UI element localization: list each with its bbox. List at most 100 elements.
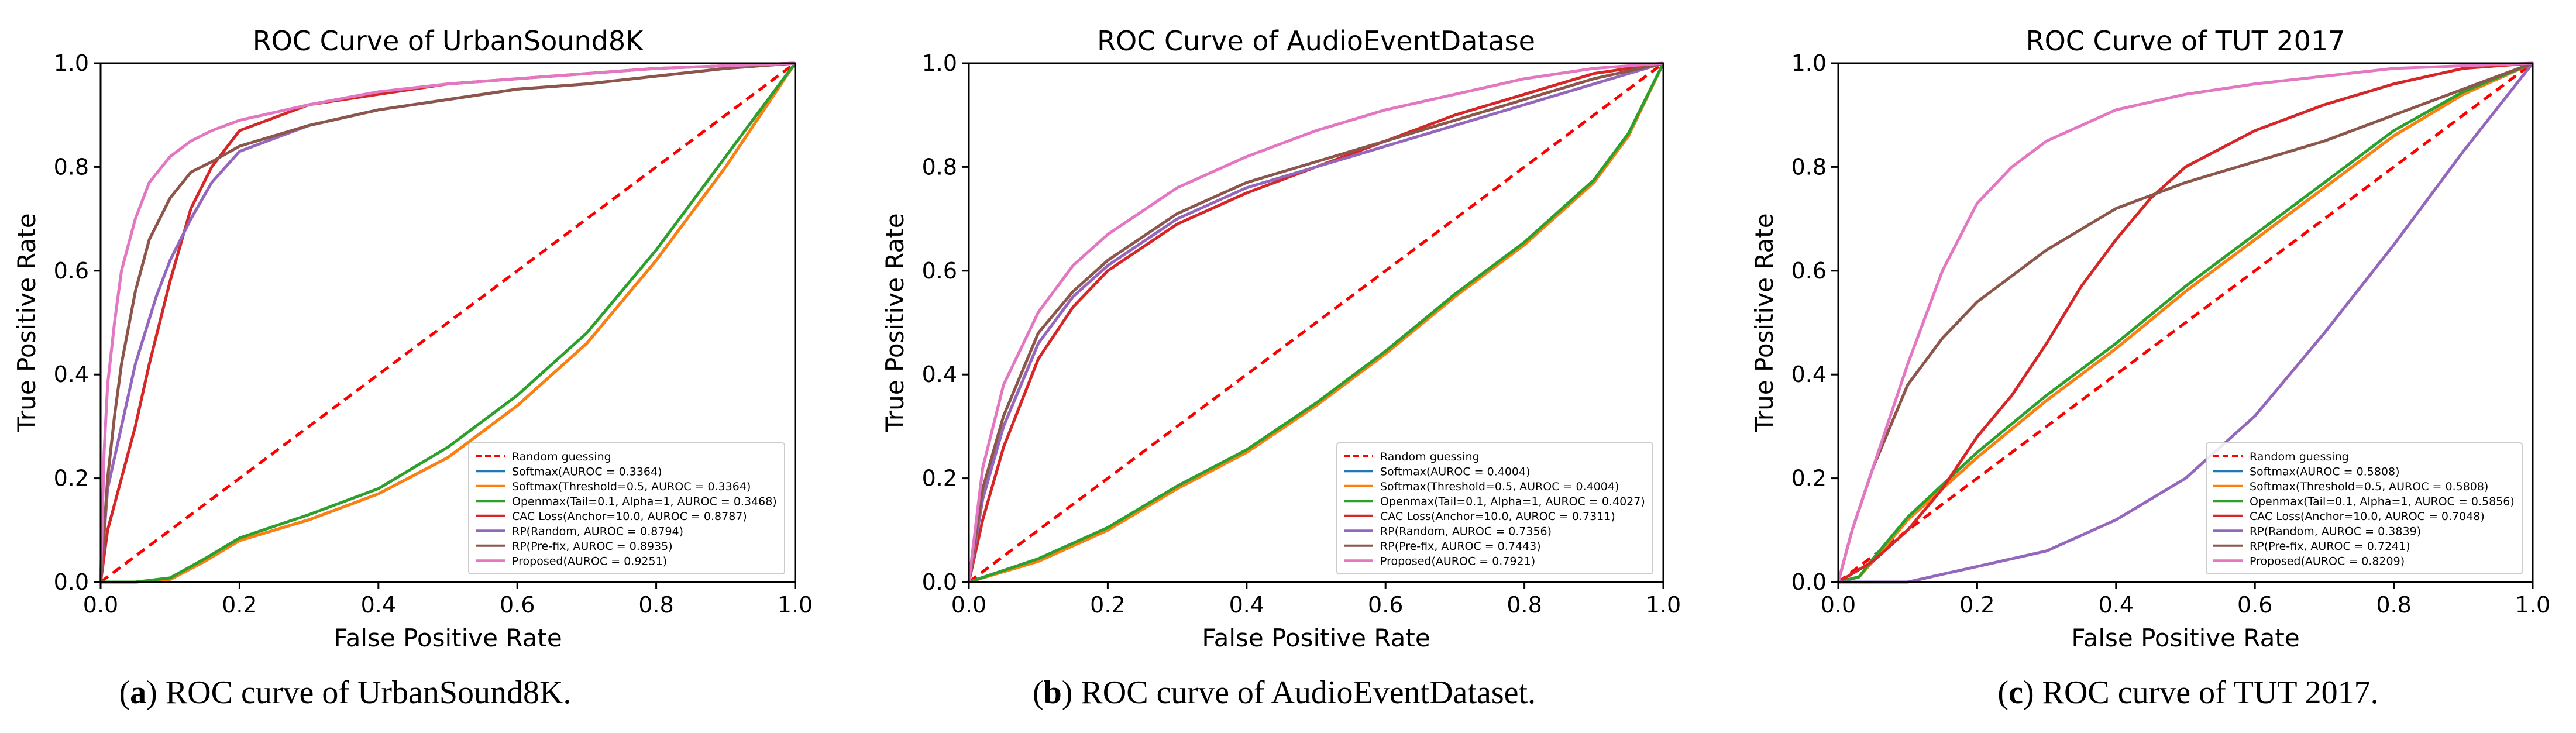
legend-label: Openmax(Tail=0.1, Alpha=1, AUROC = 0.402… [1380,495,1645,508]
x-tick-label: 0.2 [222,592,257,618]
y-tick-label: 1.0 [54,50,89,76]
legend-box [1336,442,1653,574]
x-tick-label: 1.0 [2515,592,2550,618]
chart-1: ROC Curve of AudioEventDatase 0.0 0.2 0.4 0.… [881,25,1681,652]
series-line-proposed [99,61,796,583]
x-tick-label: 0.6 [500,592,535,618]
series-line-openmax [1838,61,2533,584]
legend-box [2206,442,2523,574]
y-tick-label: 0.0 [54,569,89,595]
x-tick-label: 0.2 [1090,592,1125,618]
y-tick-label: 0.2 [1791,466,1827,491]
x-axis-label: False Positive Rate [1202,624,1430,652]
y-tick-label: 0.8 [54,154,89,180]
series-group [967,61,1665,584]
legend-label: CAC Loss(Anchor=10.0, AUROC = 0.7048) [2250,510,2485,523]
series-line-random-guessing [99,61,796,584]
y-tick-label: 0.2 [54,466,89,491]
x-tick-label: 0.2 [1959,592,1994,618]
legend-label: Random guessing [2250,450,2349,463]
series-line-cac-loss [1837,61,2533,584]
y-axis-label: True Positive Rate [12,213,41,432]
series-line-rp-random- [1838,62,2534,584]
series-line-rp-pre-fix- [967,61,1664,583]
y-tick-label: 0.2 [922,466,957,491]
y-tick-label: 0.6 [54,258,89,284]
legend-label: Proposed(AUROC = 0.7921) [1380,555,1535,567]
series-group [99,61,797,584]
y-tick-label: 0.4 [1791,362,1827,387]
legend-label: CAC Loss(Anchor=10.0, AUROC = 0.8787) [512,510,747,523]
legend: Random guessing Softmax(AUROC = 0.4004) So… [1336,442,1653,574]
legend-label: Openmax(Tail=0.1, Alpha=1, AUROC = 0.346… [512,495,777,508]
legend: Random guessing Softmax(AUROC = 0.3364) So… [468,442,785,574]
series-line-random-guessing [968,61,1664,584]
y-tick-label: 0.4 [922,362,957,387]
y-tick-label: 0.0 [1791,569,1827,595]
legend-label: RP(Pre-fix, AUROC = 0.7241) [2250,540,2410,553]
y-tick-label: 0.6 [922,258,957,284]
legend-label: Proposed(AUROC = 0.9251) [512,555,667,567]
legend-label: RP(Pre-fix, AUROC = 0.8935) [512,540,673,553]
legend-box [468,442,785,574]
x-tick-label: 1.0 [778,592,813,618]
y-axis-label: True Positive Rate [881,213,909,432]
legend-label: Proposed(AUROC = 0.8209) [2250,555,2405,567]
series-line-openmax [101,62,797,584]
series-group [1836,61,2534,584]
caption-a: (a) ROC curve of UrbanSound8K. [119,675,572,711]
caption-b-letter: b [1044,675,1062,711]
plot-frame [99,62,796,583]
y-tick-label: 0.4 [54,362,89,387]
series-line-openmax [968,62,1665,584]
caption-c-letter: c [2008,675,2023,711]
legend-label: RP(Random, AUROC = 0.7356) [1380,525,1552,538]
x-tick-label: 0.8 [2376,592,2411,618]
series-line-proposed [967,61,1664,583]
series-line-softmax-threshold- [101,62,797,584]
series-line-random-guessing [1837,61,2534,584]
captions: (a) ROC curve of UrbanSound8K. (b) ROC c… [119,675,2379,711]
legend-label: Softmax(AUROC = 0.5808) [2250,465,2400,478]
legend: Random guessing Softmax(AUROC = 0.5808) So… [2206,442,2523,574]
x-tick-label: 0.8 [1507,592,1542,618]
legend-label: RP(Random, AUROC = 0.3839) [2250,525,2421,538]
charts: ROC Curve of UrbanSound8K 0.0 0.2 0.4 0.6 0.8… [12,25,2550,652]
y-tick-label: 1.0 [1791,50,1827,76]
legend-label: Softmax(AUROC = 0.3364) [512,465,662,478]
plot-frame [968,62,1664,583]
y-tick-label: 0.6 [1791,258,1827,284]
legend-label: Softmax(Threshold=0.5, AUROC = 0.5808) [2250,480,2488,493]
chart-title: ROC Curve of UrbanSound8K [253,25,644,57]
x-tick-label: 0.0 [83,592,118,618]
legend-label: RP(Random, AUROC = 0.8794) [512,525,683,538]
x-tick-label: 0.4 [1229,592,1264,618]
legend-label: Random guessing [512,450,611,463]
plot-frame [1837,62,2534,583]
caption-a-text: ROC curve of UrbanSound8K. [157,675,572,711]
caption-c: (c) ROC curve of TUT 2017. [1997,675,2378,711]
legend-label: Softmax(AUROC = 0.4004) [1380,465,1531,478]
legend-label: Softmax(Threshold=0.5, AUROC = 0.3364) [512,480,751,493]
x-tick-label: 0.0 [1821,592,1856,618]
series-line-proposed [1836,61,2533,583]
x-axis-label: False Positive Rate [333,624,562,652]
x-tick-label: 0.6 [1368,592,1403,618]
y-tick-label: 0.0 [922,569,957,595]
x-tick-label: 0.6 [2237,592,2272,618]
x-axis-label: False Positive Rate [2071,624,2299,652]
x-tick-label: 0.0 [951,592,986,618]
chart-2: ROC Curve of TUT 2017 0.0 0.2 0.4 0.6 0.8 1.0 0… [1750,25,2550,652]
legend-label: Softmax(Threshold=0.5, AUROC = 0.4004) [1380,480,1619,493]
caption-b: (b) ROC curve of AudioEventDataset. [1033,675,1536,711]
series-line-softmax-threshold- [968,62,1665,584]
caption-c-text: ROC curve of TUT 2017. [2034,675,2379,711]
y-tick-label: 0.8 [1791,154,1827,180]
chart-0: ROC Curve of UrbanSound8K 0.0 0.2 0.4 0.6 0.8… [12,25,813,652]
series-line-rp-pre-fix- [99,61,796,583]
legend-label: Openmax(Tail=0.1, Alpha=1, AUROC = 0.585… [2250,495,2515,508]
legend-label: CAC Loss(Anchor=10.0, AUROC = 0.7311) [1380,510,1615,523]
y-tick-label: 0.8 [922,154,957,180]
y-tick-label: 1.0 [922,50,957,76]
